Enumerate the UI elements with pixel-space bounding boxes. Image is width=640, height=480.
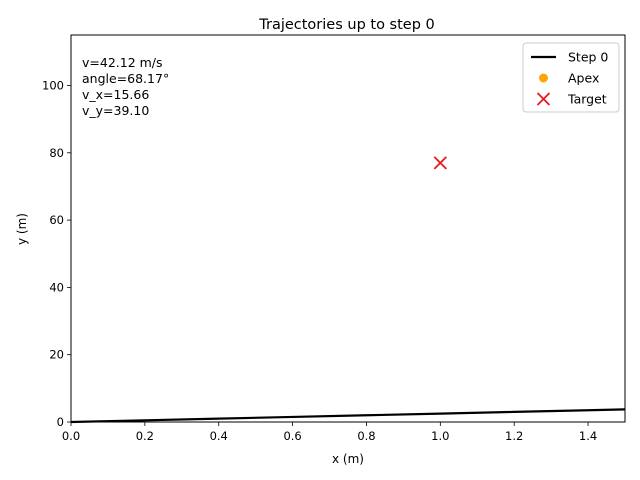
target-marker	[433, 156, 447, 170]
chart-title: Trajectories up to step 0	[258, 17, 435, 33]
y-tick-label: 0	[57, 415, 64, 429]
velocity-annotation: v=42.12 m/sangle=68.17°v_x=15.66v_y=39.1…	[82, 55, 169, 118]
x-tick-label: 0.8	[357, 429, 375, 443]
annotation-line: angle=68.17°	[82, 71, 169, 86]
legend-entry: Target	[536, 92, 607, 107]
series-layer	[70, 156, 626, 424]
annotation-line: v=42.12 m/s	[82, 55, 163, 70]
trajectory-line	[70, 408, 626, 424]
y-axis-label: y (m)	[15, 213, 29, 245]
y-tick-label: 40	[49, 280, 64, 294]
x-tick-label: 0.6	[283, 429, 301, 443]
legend-dot-swatch	[539, 73, 548, 83]
legend-label: Target	[567, 92, 607, 107]
legend-x-swatch	[536, 92, 551, 106]
x-axis-label: x (m)	[332, 452, 364, 466]
legend-entry: Apex	[539, 71, 599, 86]
x-axis: 0.0 0.2 0.4 0.6 0.8 1.0 1.2 1.4	[62, 422, 597, 443]
target-marker-stroke	[433, 156, 447, 170]
y-tick-label: 80	[49, 146, 64, 160]
y-tick-label: 60	[49, 213, 64, 227]
legend-label: Apex	[568, 71, 599, 86]
legend: Step 0 Apex Target	[522, 42, 620, 113]
legend-entry: Step 0	[531, 50, 608, 65]
legend-label: Step 0	[568, 50, 608, 65]
annotation-line: v_y=39.10	[82, 103, 149, 118]
x-tick-label: 1.2	[505, 429, 523, 443]
y-tick-label: 20	[49, 348, 64, 362]
annotation-line: v_x=15.66	[82, 87, 149, 102]
x-tick-label: 1.4	[579, 429, 597, 443]
x-tick-label: 0.4	[210, 429, 228, 443]
y-tick-label: 100	[42, 78, 64, 92]
x-tick-label: 0.2	[136, 429, 154, 443]
x-tick-label: 0.0	[62, 429, 80, 443]
plot-frame	[70, 34, 626, 423]
x-tick-label: 1.0	[431, 429, 449, 443]
y-axis: 0 20 40 60 80 100	[42, 78, 71, 429]
